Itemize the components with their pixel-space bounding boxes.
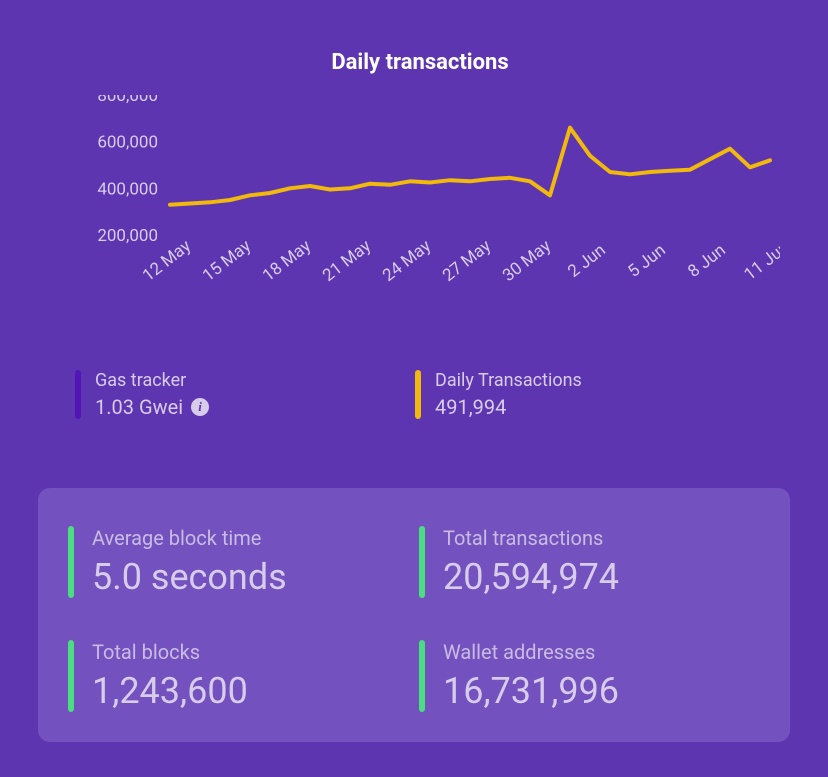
stat-item[interactable]: Total transactions 20,594,974 bbox=[419, 526, 760, 598]
svg-text:21 May: 21 May bbox=[319, 236, 375, 286]
svg-text:30 May: 30 May bbox=[499, 236, 555, 286]
svg-text:8 Jun: 8 Jun bbox=[684, 240, 729, 282]
legend-bar bbox=[415, 370, 421, 419]
legend-value: 491,994 bbox=[435, 395, 582, 419]
stat-value: 1,243,600 bbox=[92, 670, 248, 712]
chart-title: Daily transactions bbox=[60, 50, 780, 75]
gas-value-text: 1.03 Gwei bbox=[95, 395, 183, 419]
stat-bar bbox=[419, 640, 425, 712]
stat-value: 20,594,974 bbox=[443, 556, 619, 598]
stat-label: Average block time bbox=[92, 526, 287, 550]
legend-bar bbox=[75, 370, 81, 419]
svg-text:2 Jun: 2 Jun bbox=[564, 240, 609, 282]
svg-text:11 Jun: 11 Jun bbox=[740, 237, 780, 284]
legend-daily-transactions[interactable]: Daily Transactions 491,994 bbox=[415, 370, 755, 419]
stat-bar bbox=[68, 526, 74, 598]
legend-label: Daily Transactions bbox=[435, 370, 582, 391]
legend-label: Gas tracker bbox=[95, 370, 209, 391]
svg-text:200,000: 200,000 bbox=[97, 226, 158, 246]
svg-text:24 May: 24 May bbox=[379, 236, 435, 286]
stat-bar bbox=[68, 640, 74, 712]
stat-bar bbox=[419, 526, 425, 598]
stat-value: 16,731,996 bbox=[443, 670, 619, 712]
svg-text:800,000: 800,000 bbox=[97, 95, 158, 106]
stat-label: Total transactions bbox=[443, 526, 619, 550]
svg-text:18 May: 18 May bbox=[259, 236, 315, 286]
stat-item[interactable]: Wallet addresses 16,731,996 bbox=[419, 640, 760, 712]
daily-transactions-chart: Daily transactions 200,000 400,000 600,000… bbox=[60, 50, 780, 355]
stat-label: Total blocks bbox=[92, 640, 248, 664]
svg-text:400,000: 400,000 bbox=[97, 179, 158, 199]
stats-panel: Average block time 5.0 seconds Total trans… bbox=[38, 488, 790, 742]
info-icon[interactable]: i bbox=[191, 398, 209, 416]
stat-item[interactable]: Total blocks 1,243,600 bbox=[68, 640, 409, 712]
stat-value: 5.0 seconds bbox=[92, 556, 287, 598]
svg-text:5 Jun: 5 Jun bbox=[624, 240, 669, 282]
svg-text:600,000: 600,000 bbox=[97, 133, 158, 153]
legend-value: 1.03 Gwei i bbox=[95, 395, 209, 419]
chart-svg: 200,000400,000600,000800,00012 May15 May… bbox=[60, 95, 780, 355]
legend-row: Gas tracker 1.03 Gwei i Daily Transactio… bbox=[75, 370, 795, 419]
stat-item[interactable]: Average block time 5.0 seconds bbox=[68, 526, 409, 598]
stat-label: Wallet addresses bbox=[443, 640, 619, 664]
svg-text:15 May: 15 May bbox=[199, 236, 255, 286]
legend-gas-tracker[interactable]: Gas tracker 1.03 Gwei i bbox=[75, 370, 415, 419]
svg-text:27 May: 27 May bbox=[439, 236, 495, 286]
